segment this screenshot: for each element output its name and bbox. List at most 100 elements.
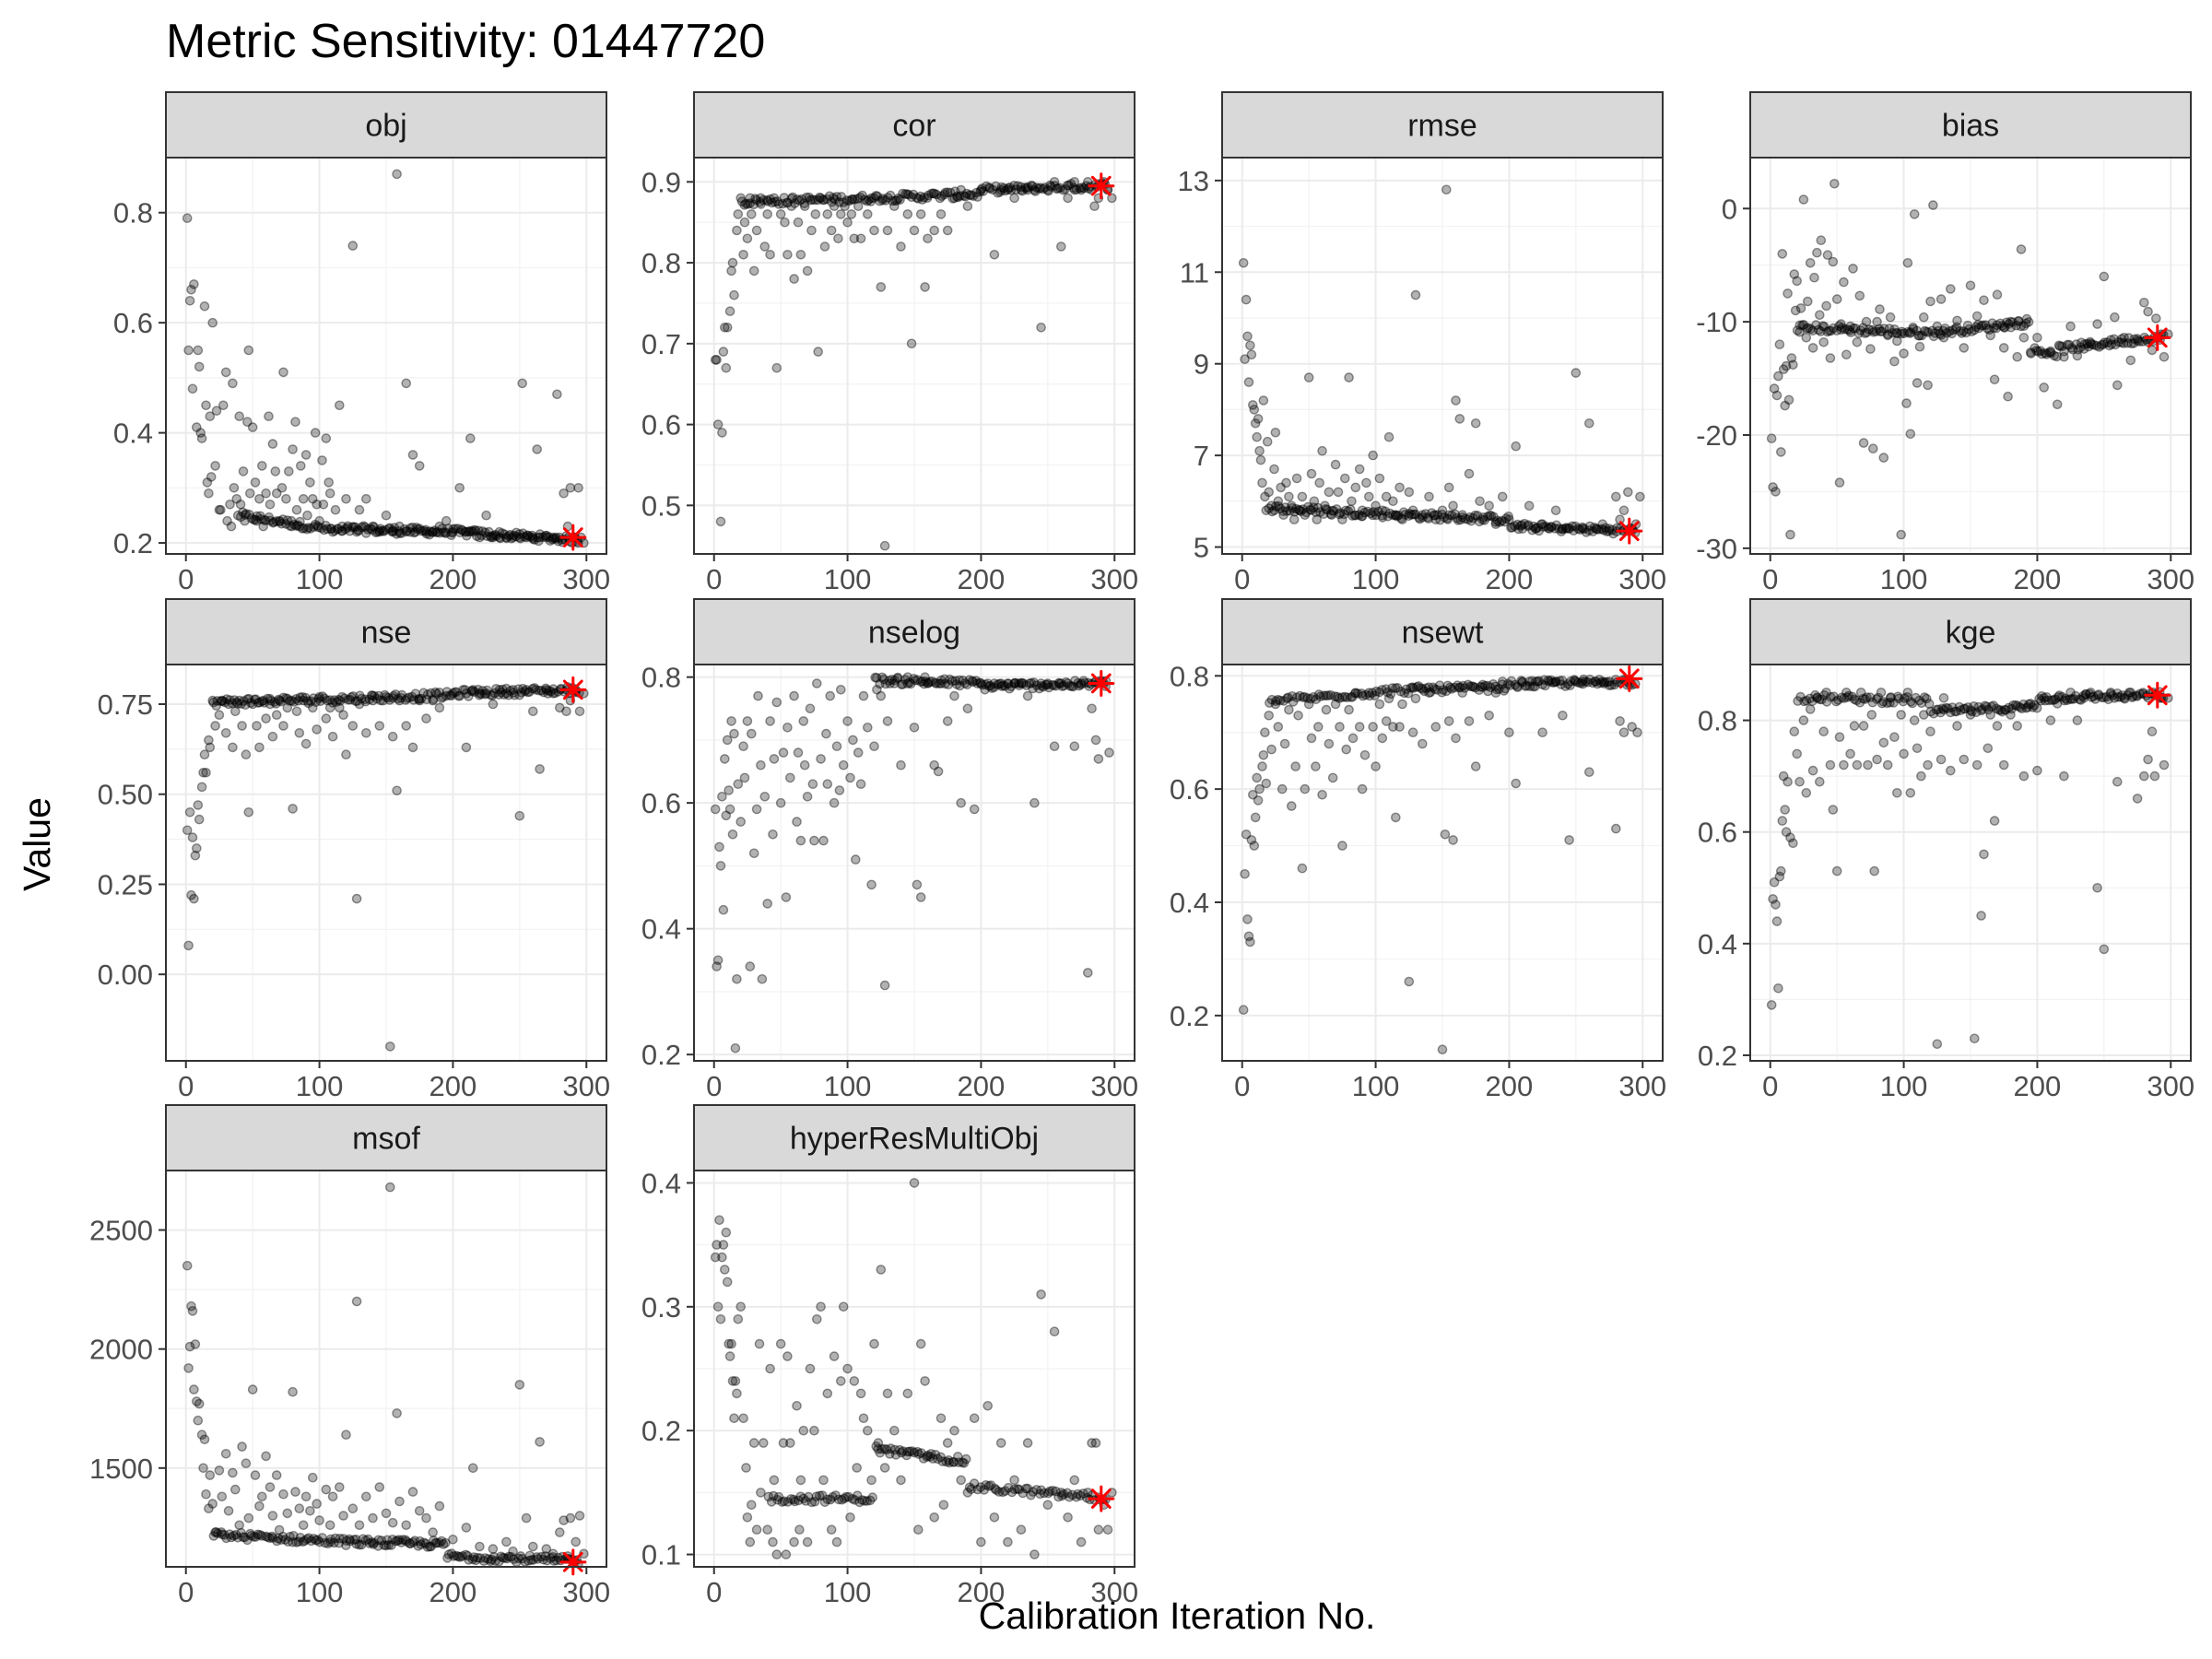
data-point <box>464 526 475 536</box>
y-tick-label: 5 <box>1194 532 1209 564</box>
y-tick-label: 11 <box>1180 256 1209 288</box>
data-point <box>466 525 477 536</box>
data-point <box>879 1443 890 1454</box>
data-point <box>1891 335 1902 347</box>
data-point <box>374 721 385 731</box>
data-point <box>303 523 313 533</box>
data-point <box>405 523 416 534</box>
data-point <box>273 694 284 705</box>
data-point <box>863 723 873 733</box>
data-point <box>1813 324 1824 335</box>
data-point <box>929 759 940 771</box>
data-point <box>1594 675 1605 685</box>
x-tick-label: 100 <box>296 563 344 595</box>
data-point <box>1971 759 1983 771</box>
data-point <box>240 1532 250 1543</box>
data-point <box>546 1553 556 1563</box>
data-point <box>730 1043 741 1053</box>
data-point <box>1828 323 1839 334</box>
data-point <box>2037 348 2047 359</box>
data-point <box>527 684 538 694</box>
data-point <box>763 196 773 206</box>
data-point <box>1448 835 1458 845</box>
data-point <box>1878 453 1889 463</box>
data-point <box>1455 514 1465 525</box>
y-tick-label: 0.3 <box>641 1291 681 1324</box>
data-point <box>347 691 359 701</box>
data-point <box>2126 692 2137 703</box>
data-point <box>191 843 202 853</box>
y-tick-label: 0.6 <box>641 787 681 819</box>
data-point <box>1830 178 1840 189</box>
data-point <box>266 1531 277 1542</box>
data-point <box>1377 685 1387 695</box>
data-point <box>1786 353 1797 363</box>
data-point <box>1448 500 1458 512</box>
data-point <box>1030 797 1040 808</box>
data-point <box>1031 182 1041 193</box>
data-point <box>1604 525 1614 536</box>
data-point <box>1071 1492 1082 1502</box>
x-axis: 0 100 200 300 <box>178 1061 610 1102</box>
data-point <box>2123 337 2133 348</box>
data-point <box>1936 754 1947 765</box>
data-point <box>226 1532 237 1543</box>
data-point <box>884 676 894 686</box>
data-point <box>896 241 906 252</box>
data-point <box>1245 936 1255 947</box>
data-point <box>796 194 807 205</box>
data-point <box>822 1388 833 1399</box>
data-point <box>902 1446 913 1457</box>
data-point <box>243 693 254 704</box>
data-point <box>1933 325 1944 336</box>
data-point <box>538 532 548 543</box>
data-point <box>351 1538 361 1549</box>
data-point <box>548 1556 559 1566</box>
data-point <box>949 690 959 701</box>
data-point <box>503 1551 514 1562</box>
data-point <box>1444 510 1454 521</box>
data-point <box>2092 319 2102 329</box>
data-point <box>1477 682 1488 692</box>
data-point <box>726 716 736 726</box>
data-point <box>199 1434 210 1445</box>
data-point <box>831 741 842 752</box>
data-point <box>1885 693 1896 703</box>
data-point <box>1306 468 1317 479</box>
data-point <box>528 532 538 543</box>
data-point <box>488 532 499 543</box>
data-point <box>437 524 448 534</box>
data-point <box>1022 1438 1033 1448</box>
data-point <box>2046 695 2057 706</box>
data-point <box>2071 339 2082 349</box>
data-point <box>226 521 237 532</box>
data-point <box>896 1447 907 1458</box>
data-point <box>1573 524 1583 534</box>
data-point <box>1273 694 1283 705</box>
data-point <box>871 673 882 683</box>
data-point <box>2013 316 2024 326</box>
data-point <box>1401 684 1412 695</box>
data-point <box>849 1376 860 1386</box>
x-tick-label: 300 <box>1090 563 1138 595</box>
data-point <box>787 192 798 203</box>
data-point <box>425 526 435 536</box>
data-point <box>1242 331 1253 342</box>
data-point <box>822 1494 833 1505</box>
data-point <box>533 532 543 543</box>
data-point <box>1377 511 1387 521</box>
data-point <box>981 181 992 192</box>
data-point <box>1006 184 1017 195</box>
data-point <box>1264 711 1274 721</box>
data-point <box>1404 976 1415 987</box>
data-point <box>202 477 213 488</box>
gridlines <box>694 1171 1135 1567</box>
data-point <box>514 532 525 543</box>
data-point <box>964 1482 975 1493</box>
panel-border <box>693 1170 1135 1568</box>
data-point <box>1470 682 1480 693</box>
data-point <box>960 1453 971 1465</box>
data-point <box>1371 500 1381 512</box>
data-point <box>857 190 868 201</box>
data-point <box>536 686 547 696</box>
